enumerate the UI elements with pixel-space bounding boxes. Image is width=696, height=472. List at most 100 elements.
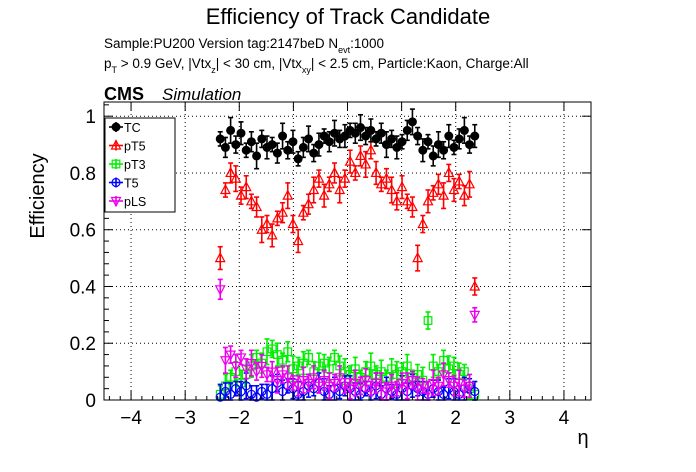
data-point-TC [236,128,246,138]
data-point-TC [407,117,417,127]
data-point-T5 [231,384,241,394]
data-point-pT3 [402,361,412,371]
data-point-pLS [417,381,429,393]
data-point-TC [314,140,324,150]
data-point-pLS [245,359,257,370]
data-point-TC [433,140,443,150]
legend-marker-pT5 [110,139,122,150]
data-point-pLS [380,387,392,398]
data-point-pT5 [391,195,403,206]
sample-info-line: Sample:PU200 Version tag:2147beD Nevt:10… [104,36,384,55]
data-point-pT3 [423,316,433,325]
legend-marker-T5 [111,177,121,188]
data-point-pLS [256,361,268,373]
data-point-pLS [271,376,283,387]
y-axis-label: Efficiency [27,153,49,238]
data-point-pLS [360,376,372,387]
data-point-pT5 [438,189,450,200]
data-point-TC [283,145,293,155]
data-point-pLS [219,356,231,367]
data-point-T5 [226,389,236,399]
selection-info-part: xy [302,65,312,75]
data-point-TC [454,134,464,144]
y-tick-label: 0.4 [70,277,97,298]
data-point-pT5 [313,172,325,183]
data-point-pLS [240,364,252,376]
data-point-pLS [230,361,242,373]
x-axis-label: η [577,427,588,449]
data-point-pLS [391,384,403,395]
data-point-pLS [308,373,320,384]
data-point-TC [402,125,412,135]
data-point-pLS [453,378,465,390]
data-point-pLS [354,381,366,393]
data-point-pT3 [267,344,277,354]
data-point-TC [381,140,391,150]
data-point-TC [324,137,334,147]
data-point-pT3 [283,347,293,357]
data-point-pT5 [396,180,408,192]
data-point-TC [366,125,376,135]
data-point-pLS [422,387,434,398]
data-point-TC [298,142,308,152]
data-point-pT5 [235,189,247,200]
data-point-pT5 [464,178,476,189]
data-point-T5 [246,389,256,399]
data-point-pLS [292,381,304,393]
data-point-pT5 [271,212,283,223]
data-point-TC [428,151,438,161]
data-point-pLS [349,378,361,390]
data-point-pT5 [261,217,273,229]
data-point-pT3 [304,353,313,362]
data-point-pT3 [288,364,298,374]
data-point-pLS [412,384,424,395]
legend-label: T5 [124,177,139,191]
data-point-pT5 [323,178,335,189]
data-point-TC [439,145,449,155]
y-tick-label: 1 [85,107,96,128]
data-point-TC [288,137,298,147]
data-point-TC [392,142,402,152]
legend-marker-pLS [110,196,122,208]
data-point-pLS [329,378,341,390]
data-point-pLS [375,381,387,393]
data-point-pLS [225,350,237,361]
data-point-pLS [344,384,356,395]
x-tick-label: −2 [228,408,250,429]
data-point-pLS [261,370,273,381]
data-point-pT5 [282,189,294,200]
data-point-pT3 [252,353,261,362]
data-point-pT3 [449,361,459,371]
data-point-TC [293,154,303,164]
data-marks [214,108,481,402]
data-point-pT5 [360,158,372,169]
data-point-TC [397,137,407,147]
legend-label: pT5 [124,140,146,154]
data-point-TC [319,131,329,141]
data-point-pLS [464,381,476,393]
data-point-TC [449,142,459,152]
selection-info-part: > 0.9 GeV, |Vtx [117,56,211,71]
data-point-pLS [401,381,413,393]
data-point-TC [418,145,428,155]
data-point-pT5 [365,143,377,155]
data-point-pT5 [240,180,252,192]
data-point-pLS [334,373,346,384]
data-point-pT3 [293,361,303,371]
data-point-TC [330,128,340,138]
data-point-TC [340,131,350,141]
data-point-pT5 [344,155,356,166]
data-point-pT3 [278,355,287,365]
data-point-TC [444,131,454,141]
data-point-pT5 [266,229,278,240]
x-tick-label: 0 [342,408,353,429]
data-point-TC [304,134,314,144]
data-point-pLS [469,310,481,322]
data-point-TC [241,145,251,155]
data-point-pLS [235,353,247,364]
data-point-pLS [303,378,315,390]
data-point-T5 [215,392,225,402]
data-point-pLS [277,370,289,381]
data-point-pT5 [349,166,361,178]
data-point-TC [309,148,319,158]
